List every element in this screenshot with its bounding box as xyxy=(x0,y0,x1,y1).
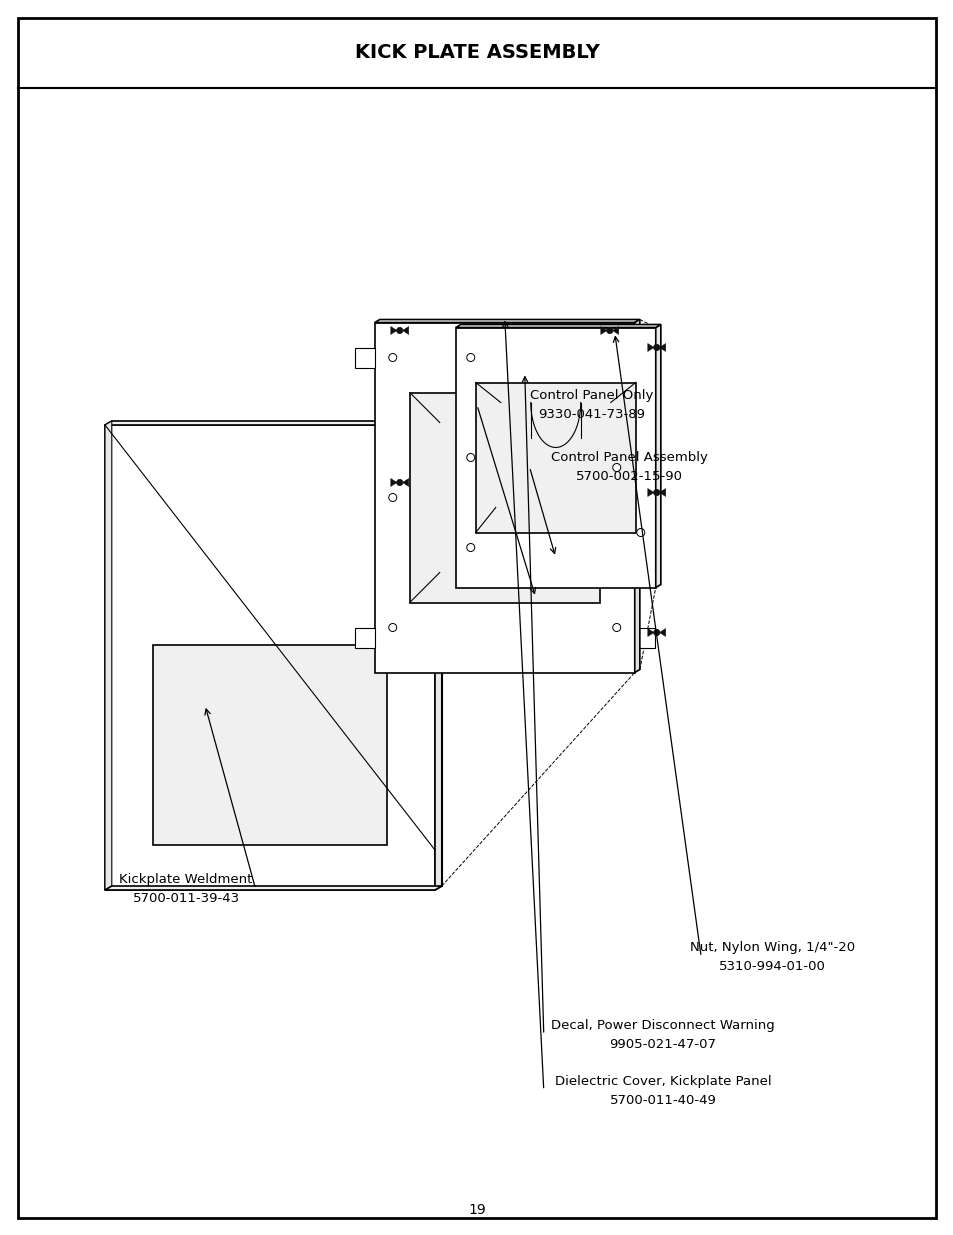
Polygon shape xyxy=(634,488,654,508)
Text: Kickplate Weldment
5700-011-39-43: Kickplate Weldment 5700-011-39-43 xyxy=(119,873,253,905)
Circle shape xyxy=(466,453,475,462)
Circle shape xyxy=(396,327,402,333)
Text: KICK PLATE ASSEMBLY: KICK PLATE ASSEMBLY xyxy=(355,43,598,63)
Polygon shape xyxy=(659,629,665,636)
Polygon shape xyxy=(355,627,375,647)
Polygon shape xyxy=(402,478,408,487)
Polygon shape xyxy=(435,421,441,890)
Polygon shape xyxy=(612,326,618,335)
Circle shape xyxy=(606,327,612,333)
Polygon shape xyxy=(600,326,606,335)
Polygon shape xyxy=(634,627,654,647)
Text: 19: 19 xyxy=(468,1203,485,1216)
Circle shape xyxy=(466,353,475,362)
Circle shape xyxy=(636,529,644,536)
Polygon shape xyxy=(647,489,654,496)
Circle shape xyxy=(388,494,396,501)
Polygon shape xyxy=(402,326,408,335)
Polygon shape xyxy=(152,645,387,845)
Circle shape xyxy=(466,543,475,552)
Text: Decal, Power Disconnect Warning
9905-021-47-07: Decal, Power Disconnect Warning 9905-021… xyxy=(551,1019,774,1051)
Polygon shape xyxy=(647,629,654,636)
Circle shape xyxy=(612,463,620,472)
Polygon shape xyxy=(105,421,112,890)
Polygon shape xyxy=(375,320,639,322)
Polygon shape xyxy=(105,421,441,425)
Circle shape xyxy=(653,630,659,636)
Text: Dielectric Cover, Kickplate Panel
5700-011-40-49: Dielectric Cover, Kickplate Panel 5700-0… xyxy=(554,1074,771,1107)
Polygon shape xyxy=(634,320,639,673)
Polygon shape xyxy=(647,343,654,352)
Polygon shape xyxy=(391,478,396,487)
Polygon shape xyxy=(105,425,435,890)
Text: Control Panel Only
9330-041-73-89: Control Panel Only 9330-041-73-89 xyxy=(529,389,653,421)
Circle shape xyxy=(653,345,659,351)
Polygon shape xyxy=(375,322,634,673)
Circle shape xyxy=(612,624,620,631)
Polygon shape xyxy=(456,327,655,588)
Polygon shape xyxy=(659,489,665,496)
Polygon shape xyxy=(634,347,654,368)
Polygon shape xyxy=(112,421,441,885)
Text: Nut, Nylon Wing, 1/4"-20
5310-994-01-00: Nut, Nylon Wing, 1/4"-20 5310-994-01-00 xyxy=(689,941,855,973)
Polygon shape xyxy=(655,325,660,588)
Polygon shape xyxy=(410,393,599,603)
Polygon shape xyxy=(355,347,375,368)
Circle shape xyxy=(388,353,396,362)
Circle shape xyxy=(396,479,402,485)
Polygon shape xyxy=(456,325,660,327)
Circle shape xyxy=(388,624,396,631)
Text: Control Panel Assembly
5700-002-15-90: Control Panel Assembly 5700-002-15-90 xyxy=(551,451,707,483)
Circle shape xyxy=(653,489,659,495)
Polygon shape xyxy=(476,383,635,532)
Polygon shape xyxy=(659,343,665,352)
Polygon shape xyxy=(391,326,396,335)
Polygon shape xyxy=(105,885,441,890)
